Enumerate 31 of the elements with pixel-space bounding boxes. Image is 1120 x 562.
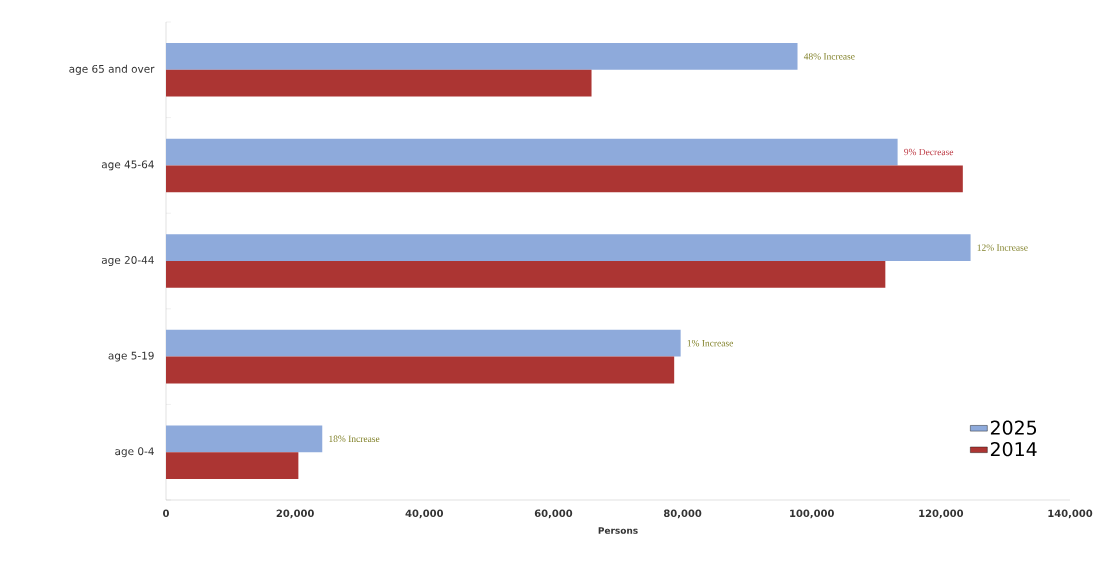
y-tick-label: age 20-44 [101,256,154,266]
x-tick-label: 60,000 [534,509,573,519]
x-tick-label: 20,000 [276,509,314,519]
bar [166,261,886,288]
annotation: 9% Decrease [904,148,954,156]
legend-label: 2014 [990,442,1037,457]
bar [166,329,681,357]
bar [166,425,323,453]
x-tick-label: 140,000 [1048,509,1093,519]
y-tick-label: age 5-19 [108,351,154,362]
annotation: 1% Increase [687,340,734,347]
x-tick-label: 40,000 [405,509,444,519]
bar [166,69,592,97]
y-tick-label: age 45-64 [101,160,154,171]
annotation: 48% Increase [803,53,855,60]
x-axis-title: Persons [598,527,638,534]
bar [166,356,675,384]
bar [166,452,299,479]
bar [166,138,898,166]
bar [166,165,963,193]
annotation: 12% Increase [977,244,1028,251]
y-tick-label: age 65 and over [69,64,155,75]
bar [166,234,971,261]
x-tick-label: 0 [163,509,169,518]
x-tick-label: 80,000 [663,509,702,519]
legend-label: 2025 [990,420,1037,435]
bar [166,43,798,70]
y-tick-label: age 0-4 [115,447,154,458]
x-tick-label: 100,000 [790,509,834,519]
x-tick-label: 120,000 [919,509,964,519]
annotation: 18% Increase [329,435,380,443]
